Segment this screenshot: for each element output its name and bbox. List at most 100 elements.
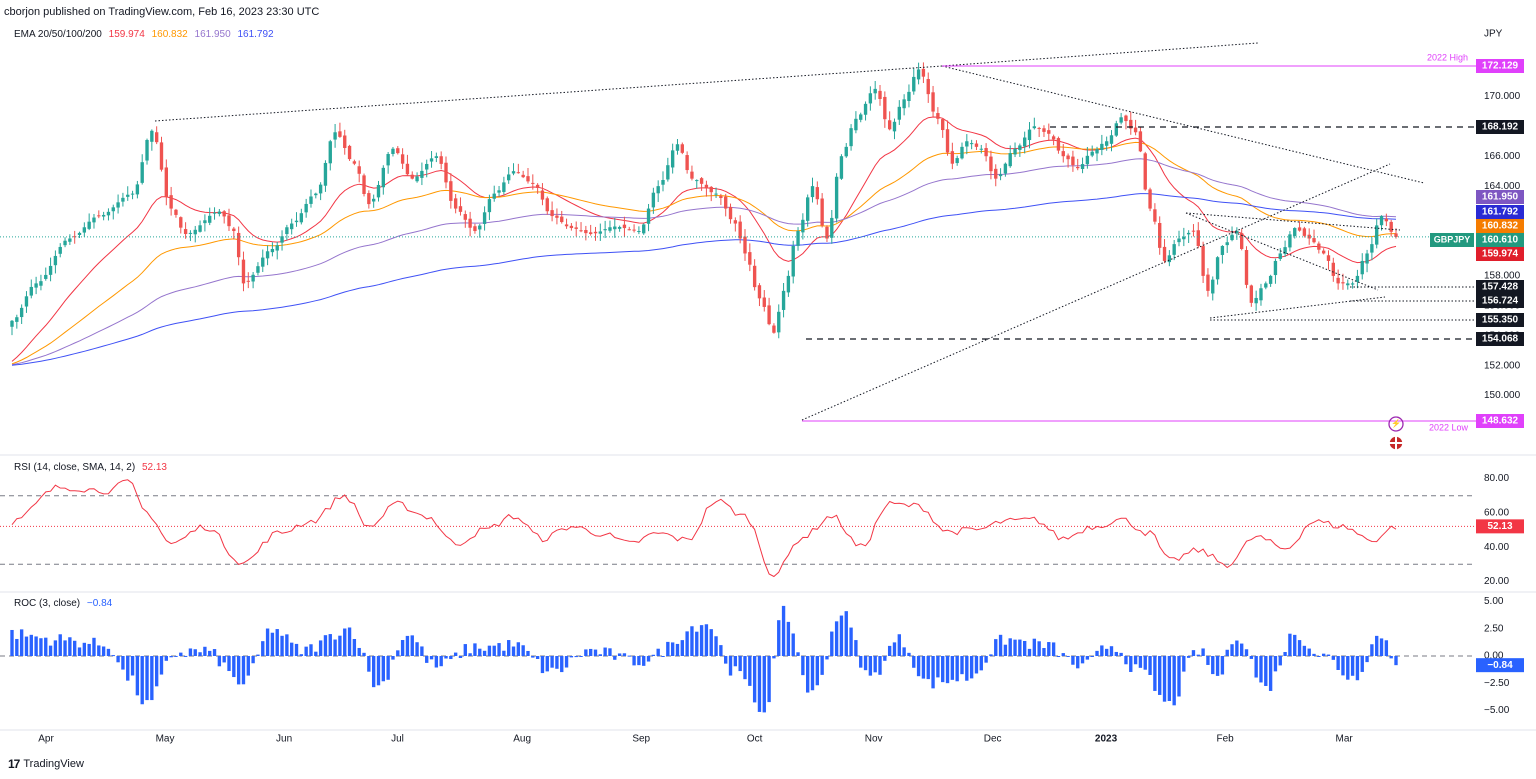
roc-bar <box>347 627 352 656</box>
rsi-line <box>11 479 1397 578</box>
roc-bar <box>1124 656 1128 665</box>
candle-body <box>1153 209 1157 222</box>
candle-body <box>772 325 776 333</box>
roc-bar <box>357 647 361 656</box>
candle-body <box>502 182 506 192</box>
candle-body <box>969 143 974 145</box>
roc-bar <box>1350 656 1355 676</box>
roc-bar <box>516 642 521 656</box>
tradingview-logo-icon: 17 <box>8 757 20 771</box>
time-axis-label: Nov <box>865 734 883 745</box>
roc-bar <box>1100 645 1104 656</box>
roc-bar <box>680 640 684 656</box>
roc-bar <box>1047 642 1051 656</box>
candle-body <box>92 217 96 223</box>
candle-body <box>179 217 183 228</box>
candle-body <box>564 224 569 227</box>
candle-body <box>907 91 911 102</box>
roc-bar <box>757 656 762 712</box>
candle-body <box>347 145 352 160</box>
candle-body <box>1283 247 1287 254</box>
roc-bar <box>593 649 598 656</box>
price-badge <box>1476 59 1524 73</box>
tradingview-logo[interactable]: 17 TradingView <box>8 757 84 771</box>
candle-body <box>1018 145 1022 150</box>
candle-body <box>34 283 38 288</box>
roc-bar <box>1129 656 1133 672</box>
candle-body <box>1240 233 1244 249</box>
candle-body <box>719 196 723 198</box>
candle-body <box>1114 123 1118 136</box>
roc-bar <box>208 650 212 656</box>
roc-bar <box>810 656 815 691</box>
candle-body <box>613 226 617 230</box>
roc-bar <box>290 642 294 656</box>
roc-bar <box>1119 652 1123 656</box>
candle-body <box>1047 130 1051 134</box>
candle-body <box>921 68 926 77</box>
roc-bar <box>685 631 689 656</box>
tradingview-logo-text: TradingView <box>23 758 84 770</box>
roc-bar <box>1278 656 1282 666</box>
roc-bar <box>241 656 246 685</box>
symbol-badge-label: GBPJPY <box>1434 234 1471 244</box>
roc-bar <box>1018 639 1022 656</box>
candle-body <box>1273 260 1278 276</box>
roc-bar <box>492 645 496 656</box>
roc-bar <box>169 656 173 658</box>
candle-body <box>400 154 405 164</box>
candle-body <box>198 225 202 232</box>
roc-bar <box>1326 654 1331 656</box>
candle-body <box>1379 216 1384 226</box>
candle-body <box>651 192 656 208</box>
ema20-line <box>11 116 1397 362</box>
time-axis-label: May <box>156 734 175 745</box>
candle-body <box>87 221 91 229</box>
roc-bar <box>714 636 718 656</box>
candle-body <box>309 196 313 204</box>
candle-body <box>1143 153 1147 190</box>
candle-body <box>135 184 140 195</box>
candle-body <box>212 212 217 214</box>
candle-body <box>834 176 839 219</box>
roc-bar <box>1312 653 1316 656</box>
roc-bar <box>97 645 101 656</box>
roc-bar <box>998 634 1003 656</box>
candle-body <box>487 199 492 213</box>
candle-body <box>473 226 477 232</box>
candle-body <box>695 180 699 182</box>
candle-body <box>574 227 578 229</box>
price-badge <box>1476 294 1524 308</box>
candle-body <box>728 206 733 220</box>
price-badge <box>1476 313 1524 327</box>
candle-body <box>1225 242 1229 246</box>
roc-bar <box>535 656 540 659</box>
candle-body <box>743 236 747 254</box>
roc-bar <box>34 636 38 656</box>
roc-bar <box>1215 656 1220 676</box>
candle-body <box>1293 228 1297 236</box>
trendline-upper-extension <box>941 42 1259 67</box>
roc-legend-value: −0.84 <box>86 598 113 609</box>
roc-bar <box>391 656 395 660</box>
price-axis-tick: 164.000 <box>1484 181 1521 192</box>
roc-bar <box>743 656 747 680</box>
candle-body <box>545 198 549 212</box>
candle-body <box>714 193 718 195</box>
candle-body <box>598 231 603 234</box>
roc-bar <box>1023 640 1027 656</box>
candle-body <box>1321 250 1326 254</box>
lightning-icon <box>1388 416 1404 432</box>
candle-body <box>1109 135 1114 144</box>
candle-body <box>945 129 950 153</box>
roc-bar <box>1201 648 1205 656</box>
candle-body <box>304 203 308 213</box>
roc-bar <box>907 652 911 656</box>
candle-body <box>236 232 241 258</box>
roc-bar <box>444 656 448 659</box>
candle-body <box>227 215 231 227</box>
roc-bar <box>236 656 241 685</box>
roc-bar <box>675 643 680 656</box>
roc-bar <box>1302 645 1307 656</box>
candle-body <box>762 297 766 307</box>
